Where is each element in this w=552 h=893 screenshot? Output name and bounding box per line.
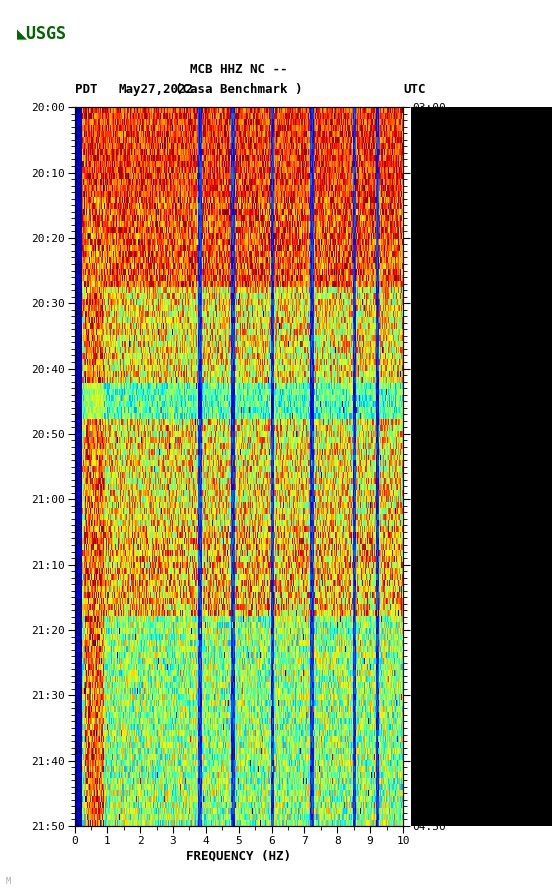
Text: UTC: UTC [403, 82, 426, 96]
Text: M: M [6, 877, 10, 886]
Text: ◣USGS: ◣USGS [17, 24, 67, 42]
Text: PDT: PDT [75, 82, 97, 96]
X-axis label: FREQUENCY (HZ): FREQUENCY (HZ) [186, 850, 291, 863]
Text: MCB HHZ NC --: MCB HHZ NC -- [190, 63, 288, 76]
Text: May27,2022: May27,2022 [119, 82, 194, 96]
Text: (Casa Benchmark ): (Casa Benchmark ) [175, 82, 302, 96]
